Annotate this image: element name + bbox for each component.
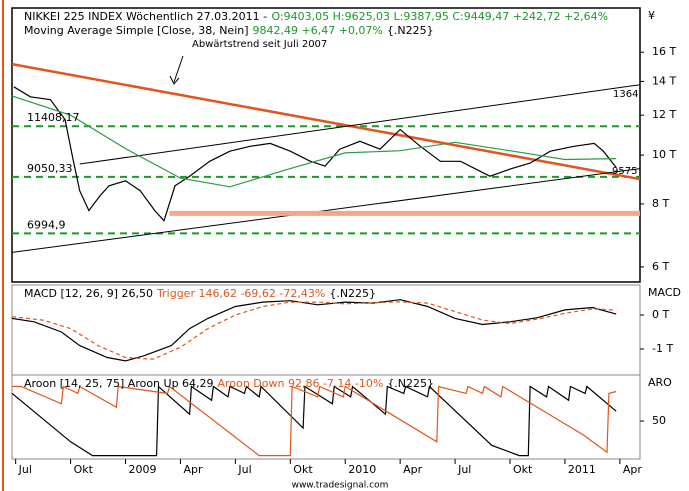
x-tick-label: 2011 xyxy=(568,463,596,476)
plot-area xyxy=(12,62,640,253)
y-tick-label: 6 T xyxy=(652,260,669,273)
x-tick-label: Apr xyxy=(183,463,203,476)
header-part: 9842,49 +6,47 +0,07% xyxy=(253,24,383,37)
header-part: Trigger 146,62 -69,62 -72,43% xyxy=(156,287,325,300)
level-label: 6994,9 xyxy=(27,218,66,231)
annotation: Abwärtstrend seit Juli 2007 xyxy=(192,39,327,50)
annotation-arrow xyxy=(169,55,184,85)
y-tick-label: -1 T xyxy=(652,342,673,355)
x-tick-label: Jul xyxy=(237,463,251,476)
x-tick-label: Okt xyxy=(293,463,313,476)
x-tick-label: Okt xyxy=(74,463,94,476)
level-label: 9050,33 xyxy=(27,162,73,175)
x-tick-label: Apr xyxy=(623,463,643,476)
plot-area xyxy=(12,299,617,362)
header-part: {.N225} xyxy=(387,377,434,390)
trend-line xyxy=(12,168,640,253)
series-line xyxy=(12,301,617,360)
panel-frame xyxy=(11,7,641,283)
header: Moving Average Simple [Close, 38, Nein] 9… xyxy=(24,24,434,37)
header-part: MACD [12, 26, 9] 26,50 xyxy=(24,287,153,300)
plot-area xyxy=(12,385,617,457)
y-tick-label: 16 T xyxy=(652,45,676,58)
y-tick-label: 8 T xyxy=(652,197,669,210)
header-part: {.N225} xyxy=(329,287,376,300)
x-tick-label: Apr xyxy=(403,463,423,476)
y-axis-label: MACD xyxy=(648,286,681,299)
header-part: {.N225} xyxy=(387,24,434,37)
y-tick-label: 0 T xyxy=(652,308,669,321)
panel-frame xyxy=(11,374,641,460)
header-part: Aroon [14, 25, 75] Aroon Up 64,29 xyxy=(24,377,214,390)
y-tick-label: 12 T xyxy=(652,108,676,121)
header-part: NIKKEI 225 INDEX Wöchentlich 27.03.2011 … xyxy=(24,10,267,23)
trend-line xyxy=(79,84,640,165)
y-axis-label: ARO xyxy=(648,376,672,389)
header-part: Moving Average Simple [Close, 38, Nein] xyxy=(24,24,249,37)
series-line xyxy=(12,385,617,457)
x-tick-label: 2009 xyxy=(129,463,157,476)
footer: www.tradesignal.com xyxy=(292,481,389,491)
level-label: 11408,17 xyxy=(27,111,80,124)
y-tick-label: 50 xyxy=(652,414,666,427)
annotation: 9575 xyxy=(612,166,637,177)
y-axis-label: ¥ xyxy=(648,9,655,22)
y-tick-label: 10 T xyxy=(652,148,676,161)
x-tick-label: Okt xyxy=(513,463,533,476)
header-part: Aroon Down 92,86 -7,14 -10% xyxy=(218,377,384,390)
series-line xyxy=(12,299,617,362)
series-line xyxy=(12,385,617,457)
series-line xyxy=(13,86,617,222)
header: Aroon [14, 25, 75] Aroon Up 64,29 Aroon D… xyxy=(24,377,434,390)
x-tick-label: Jul xyxy=(457,463,471,476)
x-tick-label: 2010 xyxy=(348,463,376,476)
y-tick-label: 14 T xyxy=(652,74,676,87)
header: MACD [12, 26, 9] 26,50 Trigger 146,62 -69… xyxy=(24,287,376,300)
header: NIKKEI 225 INDEX Wöchentlich 27.03.2011 … xyxy=(24,10,608,23)
series-line xyxy=(12,95,617,188)
annotation: 1364 xyxy=(613,89,638,100)
header-part: O:9403,05 H:9625,03 L:9387,95 C:9449,47 … xyxy=(271,10,608,23)
x-tick-label: Jul xyxy=(18,463,32,476)
